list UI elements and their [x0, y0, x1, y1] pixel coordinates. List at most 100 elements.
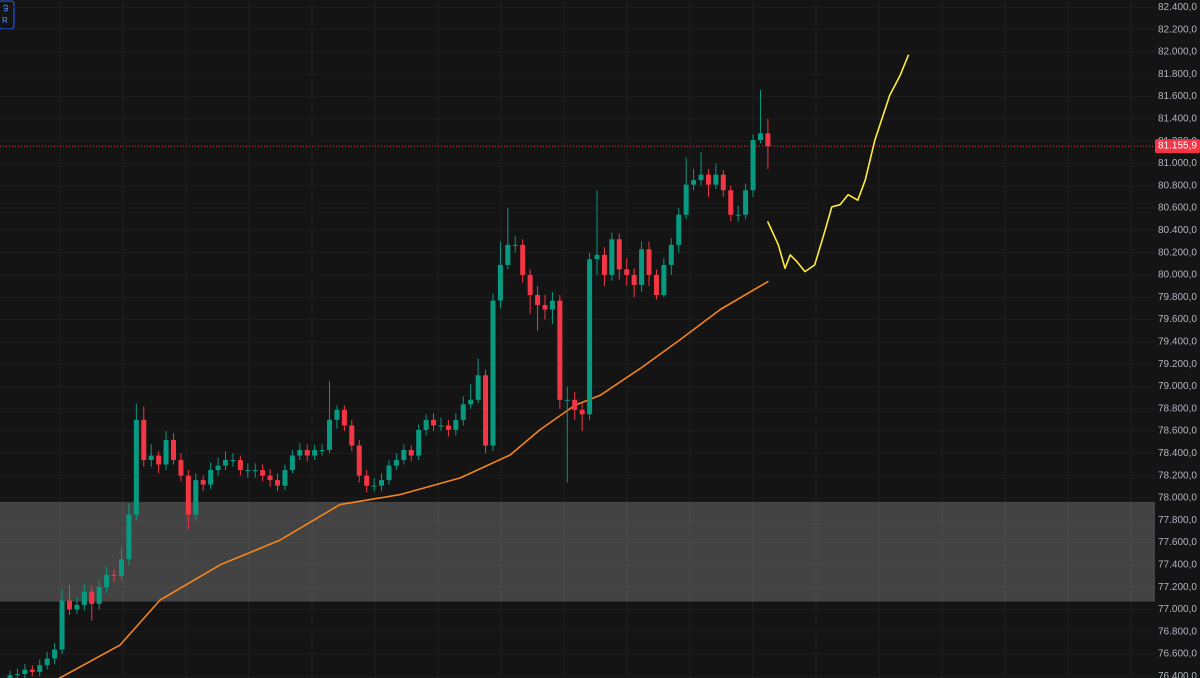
- candle-body: [327, 419, 333, 450]
- candle-body: [564, 399, 570, 401]
- candle-body: [304, 449, 310, 456]
- candle-body: [312, 449, 318, 456]
- candle-body: [245, 470, 251, 472]
- candle-body: [713, 174, 719, 185]
- candle-body: [22, 669, 28, 675]
- candle-body: [37, 665, 43, 672]
- candle-body: [453, 419, 459, 430]
- candle-body: [379, 480, 385, 486]
- candle-body: [587, 259, 593, 415]
- y-tick-label: 81.000,0: [1158, 158, 1197, 169]
- candle-body: [349, 425, 355, 446]
- candle-body: [7, 675, 13, 678]
- candle-body: [401, 449, 407, 461]
- candle-body: [594, 254, 600, 260]
- last-price-box: [1155, 139, 1200, 154]
- candle-body: [490, 300, 496, 446]
- candle-body: [527, 274, 533, 296]
- candle-body: [275, 480, 281, 486]
- candle-body: [200, 480, 206, 485]
- candle-body: [601, 254, 607, 275]
- candle-body: [341, 409, 347, 426]
- candle-body: [505, 244, 511, 265]
- candle-body: [208, 470, 214, 485]
- candle-body: [624, 269, 630, 275]
- candle-body: [386, 465, 392, 481]
- legend-text: 9: [3, 4, 9, 15]
- candle-body: [691, 180, 697, 185]
- candle-body: [757, 133, 763, 141]
- candle-body: [133, 419, 139, 515]
- candle-body: [74, 604, 80, 610]
- legend-box: [0, 0, 15, 30]
- y-tick-label: 76.400,0: [1158, 671, 1197, 678]
- candle-body: [104, 574, 110, 588]
- candle-body: [557, 300, 563, 400]
- y-tick-label: 81.800,0: [1158, 69, 1197, 80]
- candle-body: [542, 305, 548, 310]
- candle-body: [289, 455, 295, 471]
- y-tick-label: 78.800,0: [1158, 403, 1197, 414]
- y-tick-label: 79.800,0: [1158, 292, 1197, 303]
- y-tick-label: 80.200,0: [1158, 247, 1197, 258]
- candle-body: [750, 140, 756, 191]
- y-tick-label: 80.000,0: [1158, 270, 1197, 281]
- candle-body: [646, 249, 652, 275]
- candle-body: [126, 514, 132, 560]
- candle-body: [668, 244, 674, 265]
- candle-body: [468, 399, 474, 405]
- candle-body: [260, 470, 266, 476]
- projection-line: [767, 54, 910, 273]
- candle-body: [483, 375, 489, 446]
- y-tick-label: 82.000,0: [1158, 47, 1197, 58]
- candle-body: [460, 404, 466, 420]
- y-tick-label: 80.400,0: [1158, 225, 1197, 236]
- y-tick-label: 78.200,0: [1158, 470, 1197, 481]
- candle-body: [520, 244, 526, 275]
- candle-body: [661, 264, 667, 296]
- candle-body: [549, 300, 555, 310]
- y-tick-label: 78.600,0: [1158, 426, 1197, 437]
- candle-body: [156, 455, 162, 465]
- candle-body: [319, 449, 325, 451]
- candle-body: [267, 475, 273, 481]
- candle-body: [230, 460, 236, 462]
- candle-body: [14, 674, 20, 676]
- candle-body: [698, 174, 704, 181]
- y-tick-label: 79.400,0: [1158, 336, 1197, 347]
- y-tick-label: 80.800,0: [1158, 180, 1197, 191]
- candle-body: [438, 425, 444, 427]
- candle-body: [89, 591, 95, 604]
- last-price-label: 81.155,9: [1158, 141, 1197, 152]
- moving-average: [59, 280, 769, 678]
- candle-body: [416, 429, 422, 456]
- candle-body: [408, 449, 414, 456]
- y-tick-label: 77.600,0: [1158, 537, 1197, 548]
- candle-body: [118, 559, 124, 576]
- candle-body: [282, 470, 288, 486]
- candle-body: [431, 419, 437, 426]
- candle-body: [497, 264, 503, 301]
- y-tick-label: 78.000,0: [1158, 493, 1197, 504]
- y-tick-label: 77.000,0: [1158, 604, 1197, 615]
- zone: [0, 501, 1155, 602]
- candle-body: [631, 274, 637, 285]
- y-tick-label: 76.800,0: [1158, 626, 1197, 637]
- candle-body: [111, 574, 117, 576]
- candle-body: [148, 455, 154, 461]
- y-tick-label: 76.600,0: [1158, 649, 1197, 660]
- candle-body: [178, 460, 184, 476]
- candle-body: [66, 600, 72, 610]
- candle-body: [252, 470, 258, 472]
- candle-body: [423, 419, 429, 430]
- candle-body: [223, 460, 229, 466]
- legend-text: R: [2, 16, 8, 25]
- candle-body: [609, 239, 615, 275]
- candle-body: [59, 600, 65, 650]
- candle-body: [728, 190, 734, 215]
- candle-body: [163, 439, 169, 465]
- y-tick-label: 78.400,0: [1158, 448, 1197, 459]
- candle-body: [676, 214, 682, 245]
